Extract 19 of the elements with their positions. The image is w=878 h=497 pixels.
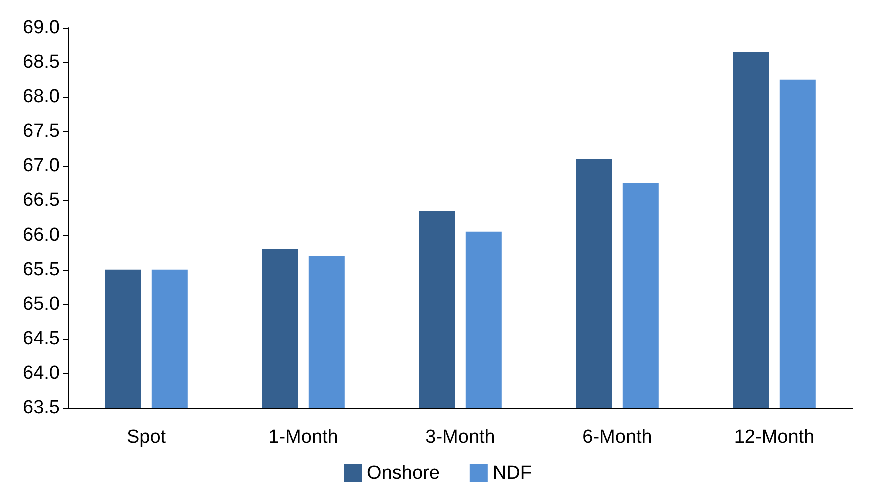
y-tick-label: 64.5: [23, 328, 60, 350]
y-tick-label: 65.0: [23, 294, 60, 315]
y-tick-label: 69.0: [23, 18, 60, 38]
y-tick-label: 68.5: [23, 52, 60, 74]
y-tick-label: 64.0: [23, 362, 60, 384]
x-tick-label: 6-Month: [582, 427, 652, 448]
y-tick-label: 66.5: [23, 190, 60, 212]
legend-label: NDF: [492, 463, 532, 484]
legend-label: Onshore: [367, 463, 440, 484]
x-tick-label: Spot: [126, 427, 167, 448]
y-tick-label: 67.5: [23, 121, 60, 142]
x-tick-label: 1-Month: [268, 427, 338, 448]
y-tick-label: 63.5: [23, 398, 60, 418]
y-tick-label: 65.5: [23, 259, 60, 280]
y-tick-label: 66.0: [23, 224, 60, 246]
y-tick-label: 68.0: [23, 86, 60, 108]
y-tick-label: 67.0: [23, 156, 60, 177]
x-tick-label: 3-Month: [426, 427, 496, 448]
x-tick-label: 12-Month: [734, 427, 815, 448]
